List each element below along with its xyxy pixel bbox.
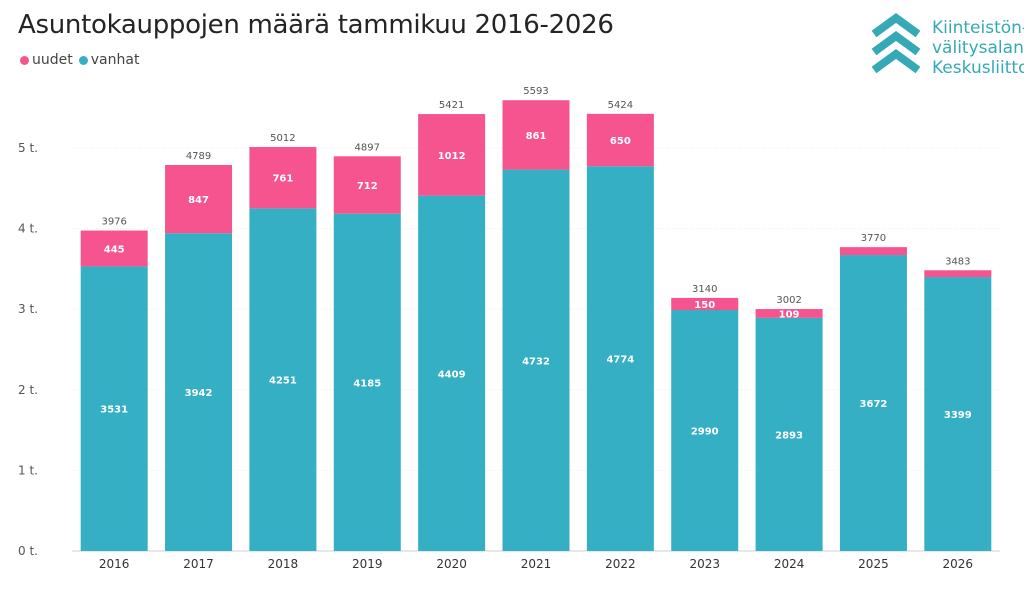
bar-uudet-2021 — [502, 100, 570, 170]
data-label-uudet: 150 — [694, 300, 715, 311]
x-tick-label: 2024 — [774, 557, 805, 571]
bar-uudet-2019 — [333, 156, 401, 214]
bar-vanhat-2021 — [502, 169, 570, 551]
x-tick-label: 2019 — [352, 557, 383, 571]
data-label-total: 3002 — [776, 295, 801, 306]
data-label-uudet: 109 — [779, 309, 800, 320]
data-label-vanhat: 3399 — [944, 410, 972, 421]
bar-uudet-2020 — [418, 114, 486, 196]
bar-vanhat-2026 — [924, 277, 992, 551]
y-tick-label: 5 t. — [18, 141, 38, 155]
bar-vanhat-2020 — [418, 195, 486, 552]
chart-title: Asuntokauppojen määrä tammikuu 2016-2026 — [18, 10, 614, 40]
bar-uudet-2018 — [249, 147, 317, 209]
data-label-vanhat: 4732 — [522, 356, 550, 367]
data-label-vanhat: 4251 — [269, 376, 297, 387]
y-tick-label: 3 t. — [18, 302, 38, 316]
data-label-total: 3140 — [692, 284, 717, 295]
data-label-total: 3483 — [945, 256, 970, 267]
legend-label-uudet: uudet — [32, 52, 73, 68]
bar-uudet-2022 — [586, 113, 654, 167]
data-label-total: 5421 — [439, 100, 464, 111]
data-label-total: 5012 — [270, 133, 295, 144]
data-label-total: 3770 — [861, 233, 886, 244]
bar-vanhat-2022 — [586, 166, 654, 551]
legend-label-vanhat: vanhat — [90, 52, 140, 68]
bar-vanhat-2019 — [333, 213, 401, 551]
y-tick-label: 4 t. — [18, 222, 38, 236]
data-label-total: 3976 — [101, 217, 126, 228]
logo-line-2: välitysalan — [932, 38, 1024, 58]
y-tick-label: 0 t. — [18, 544, 38, 558]
legend-item-uudet[interactable]: uudet — [20, 52, 73, 68]
data-label-total: 4789 — [186, 151, 211, 162]
logo-chevron-icon — [871, 13, 921, 74]
legend-item-vanhat[interactable]: vanhat — [78, 52, 140, 68]
data-label-uudet: 861 — [526, 131, 547, 142]
data-label-vanhat: 2990 — [691, 427, 719, 438]
bar-vanhat-2018 — [249, 208, 317, 552]
x-tick-label: 2017 — [183, 557, 214, 571]
data-label-uudet: 712 — [357, 181, 378, 192]
x-tick-label: 2020 — [436, 557, 467, 571]
x-tick-label: 2025 — [858, 557, 889, 571]
data-label-vanhat: 3942 — [185, 388, 213, 399]
bar-vanhat-2024 — [755, 317, 823, 551]
bar-uudet-2017 — [165, 165, 233, 234]
logo-chevron-1 — [871, 13, 921, 38]
logo-text: Kiinteistön- välitysalan Keskusliitto — [932, 18, 1024, 78]
data-label-vanhat: 3531 — [100, 405, 128, 416]
legend: uudet vanhat — [20, 52, 145, 68]
data-label-uudet: 445 — [104, 244, 125, 255]
legend-swatch-uudet — [20, 55, 29, 65]
data-label-uudet: 1012 — [438, 151, 466, 162]
bar-uudet-2016 — [80, 230, 148, 267]
data-label-vanhat: 4774 — [606, 355, 634, 366]
y-tick-label: 2 t. — [18, 383, 38, 397]
x-tick-label: 2023 — [689, 557, 720, 571]
data-label-total: 5424 — [608, 100, 633, 111]
y-tick-label: 1 t. — [18, 463, 38, 477]
bar-uudet-2023 — [671, 297, 739, 311]
bar-vanhat-2016 — [80, 266, 148, 551]
data-label-vanhat: 4185 — [353, 378, 381, 389]
x-tick-label: 2021 — [521, 557, 552, 571]
logo-line-3: Keskusliitto — [932, 58, 1024, 78]
x-tick-label: 2018 — [268, 557, 299, 571]
data-label-vanhat: 2893 — [775, 430, 803, 441]
data-label-uudet: 847 — [188, 195, 209, 206]
data-label-total: 4897 — [355, 142, 380, 153]
bar-vanhat-2025 — [839, 255, 907, 551]
bar-uudet-2025 — [839, 247, 907, 256]
data-label-total: 5593 — [523, 86, 548, 97]
bar-uudet-2026 — [924, 270, 992, 278]
data-label-uudet: 761 — [272, 174, 293, 185]
data-label-vanhat: 3672 — [860, 399, 888, 410]
logo-line-1: Kiinteistön- — [932, 18, 1024, 38]
data-label-vanhat: 4409 — [438, 369, 466, 380]
logo-chevron-2 — [871, 31, 921, 56]
bar-vanhat-2017 — [165, 233, 233, 552]
bar-vanhat-2023 — [671, 310, 739, 551]
legend-swatch-vanhat — [78, 55, 88, 65]
data-label-uudet: 650 — [610, 136, 631, 147]
x-tick-label: 2026 — [943, 557, 974, 571]
x-tick-label: 2016 — [99, 557, 130, 571]
logo-chevron-3 — [871, 49, 921, 74]
bar-uudet-2024 — [755, 309, 823, 318]
x-tick-label: 2022 — [605, 557, 636, 571]
